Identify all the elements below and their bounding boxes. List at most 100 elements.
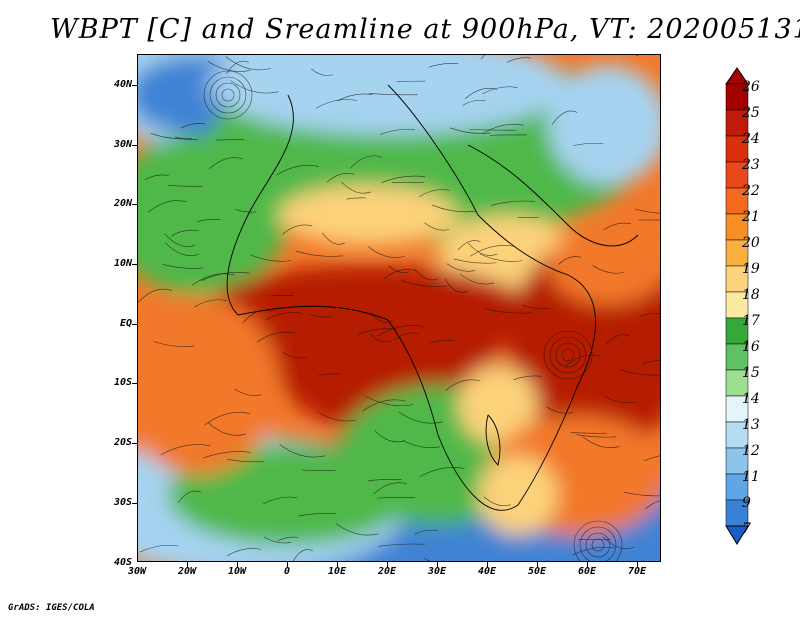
streamline <box>315 99 357 109</box>
map-panel <box>137 54 661 562</box>
vortex-ring <box>209 76 247 114</box>
streamline <box>341 181 371 194</box>
colorbar-label: 21 <box>742 209 760 225</box>
streamline <box>226 60 249 75</box>
streamline <box>242 309 273 324</box>
streamline <box>322 232 345 245</box>
colorbar-label: 9 <box>742 495 751 511</box>
coastline <box>485 414 501 466</box>
streamline <box>147 200 187 213</box>
colorbar-label: 23 <box>742 157 760 173</box>
vortex-ring <box>549 336 587 374</box>
streamline <box>394 332 419 341</box>
streamline <box>570 432 607 434</box>
streamline <box>575 434 617 438</box>
colorbar-label: 16 <box>742 339 760 355</box>
streamline <box>423 557 431 561</box>
streamline <box>428 63 459 68</box>
vortex-ring <box>591 538 605 552</box>
streamline <box>376 325 425 337</box>
streamline <box>378 543 425 547</box>
streamline <box>446 263 476 272</box>
lat-label-eq: EQ <box>119 318 132 329</box>
lat-tick <box>132 383 137 384</box>
streamline <box>282 224 313 235</box>
streamline <box>139 544 179 553</box>
temperature-region <box>548 65 660 185</box>
streamline <box>282 352 307 359</box>
streamline <box>369 333 391 343</box>
streamline <box>383 269 416 280</box>
streamline <box>414 529 438 535</box>
streamline <box>370 312 393 323</box>
streamline <box>644 455 660 462</box>
streamline <box>546 406 573 414</box>
streamline <box>349 155 382 169</box>
streamline <box>196 219 221 222</box>
streamline <box>432 204 477 213</box>
streamline <box>209 157 243 169</box>
streamline <box>464 88 498 100</box>
streamline <box>265 312 303 321</box>
streamline <box>138 288 172 303</box>
streamline <box>424 222 450 231</box>
streamline <box>444 278 468 293</box>
lon-label-20e: 20E <box>377 566 397 577</box>
streamline <box>256 331 296 343</box>
lon-label-70e: 70E <box>627 566 647 577</box>
colorbar-label: 11 <box>742 469 760 485</box>
streamline <box>457 240 481 251</box>
coastline <box>226 84 596 511</box>
streamline <box>357 328 398 335</box>
colorbar-label: 18 <box>742 287 760 303</box>
streamline <box>225 56 271 71</box>
lon-label-10e: 10E <box>327 566 347 577</box>
streamline <box>482 86 518 95</box>
streamline <box>368 246 405 258</box>
streamline <box>326 173 355 183</box>
streamline <box>193 299 227 308</box>
streamline <box>388 265 409 273</box>
streamline <box>453 258 497 264</box>
lat-tick <box>132 145 137 146</box>
lon-tick <box>537 562 538 567</box>
streamline <box>602 536 635 549</box>
streamline <box>171 229 199 236</box>
streamline <box>582 436 620 448</box>
vortex-ring <box>561 348 575 362</box>
streamline <box>445 379 481 391</box>
colorbar-label: 24 <box>742 131 760 147</box>
streamline <box>204 412 251 426</box>
streamline <box>507 57 532 63</box>
streamline <box>641 359 660 365</box>
streamline <box>521 304 549 309</box>
vortex-ring <box>555 342 581 368</box>
colorbar-label: 13 <box>742 417 760 433</box>
colorbar-label: 19 <box>742 261 760 277</box>
streamline <box>429 339 454 344</box>
streamline <box>468 243 498 256</box>
colorbar-label: 17 <box>742 313 760 329</box>
streamline <box>645 500 660 510</box>
vortex-ring <box>543 330 593 380</box>
streamline <box>373 482 408 495</box>
colorbar-label: 22 <box>742 183 760 199</box>
footer-credit: GrADS: IGES/COLA <box>8 603 95 613</box>
streamline <box>311 68 334 76</box>
vortex-ring <box>573 520 623 561</box>
temperature-region <box>278 185 458 245</box>
streamline <box>201 271 250 281</box>
lat-label-40n: 40N <box>113 79 132 90</box>
streamline <box>318 412 356 422</box>
streamline <box>277 536 299 542</box>
wbpt-field-map <box>138 55 660 561</box>
streamline <box>150 133 193 140</box>
lon-tick <box>487 562 488 567</box>
lon-label-10w: 10W <box>227 566 247 577</box>
streamline <box>374 430 405 443</box>
streamline <box>491 200 536 206</box>
streamline <box>572 143 604 146</box>
coastlines <box>226 84 639 511</box>
temperature-region <box>548 225 660 305</box>
streamline <box>227 548 261 556</box>
